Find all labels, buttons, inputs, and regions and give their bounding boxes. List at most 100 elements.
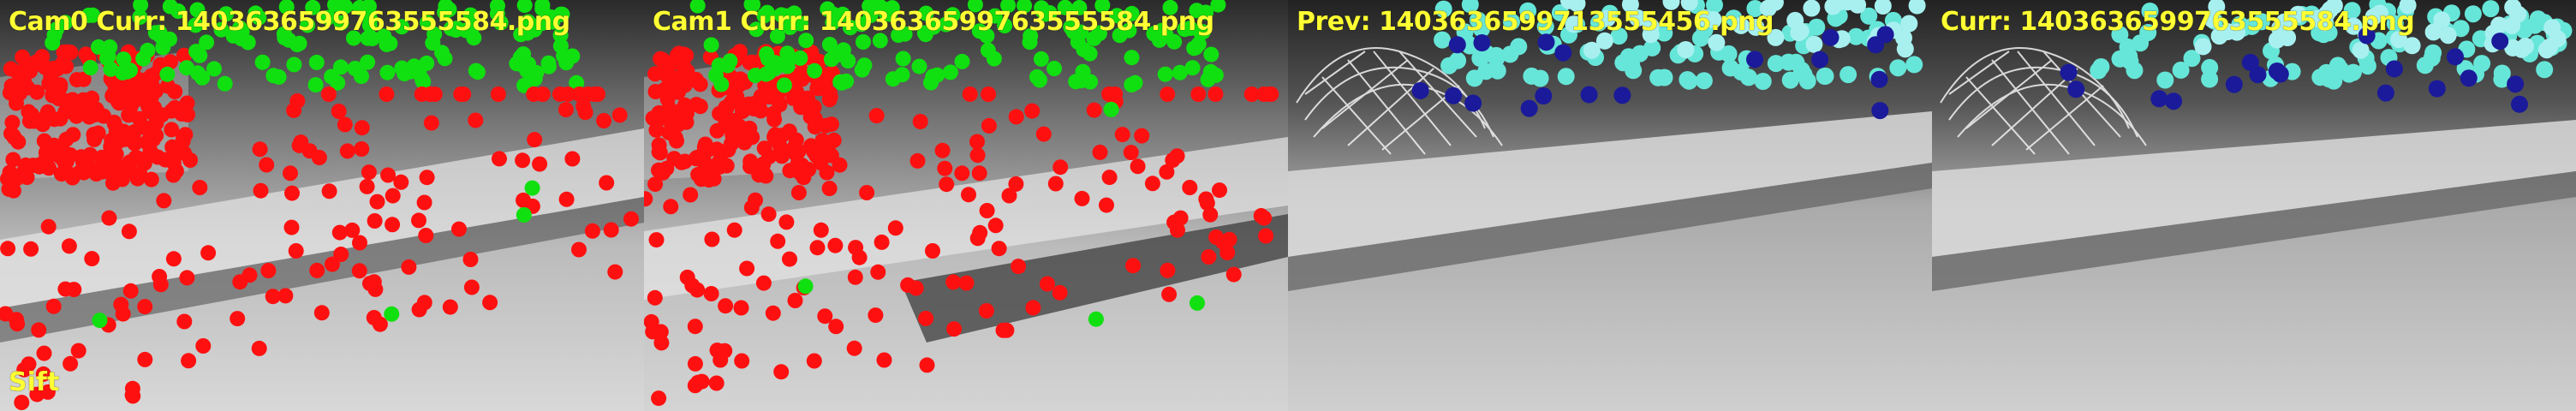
matched-feature-point [332,59,349,75]
matched-feature-point [779,45,796,62]
matched-feature-point [394,19,410,35]
feature-point [416,194,432,211]
feature-point [644,191,653,207]
tracked-feature-point [1642,26,1660,44]
feature-point [939,176,955,193]
tracked-feature-point [1519,2,1537,20]
matched-feature-point [188,44,205,60]
matched-feature-point [324,68,340,85]
feature-point [426,86,443,102]
new-feature-point [1613,86,1631,104]
feature-point [560,86,576,102]
feature-point [230,311,246,327]
feature-point [148,115,164,131]
feature-point [945,274,962,290]
feature-point [1130,158,1146,175]
matched-feature-point [320,9,337,26]
feature-point [1123,145,1139,161]
feature-point [564,151,581,167]
feature-point [259,157,275,173]
tracked-feature-point [2364,8,2382,26]
feature-point [577,104,593,121]
feature-point [0,306,14,322]
tracked-feature-point [1461,0,1479,14]
matched-feature-point [1172,64,1188,80]
feature-point [121,223,137,240]
feature-point [876,352,892,368]
panel-title-curr: Curr: 1403636599763555584.png [1941,7,2415,37]
new-feature-point [2385,60,2403,78]
matched-feature-point [152,24,168,40]
matched-feature-point [382,35,398,51]
matched-feature-point [132,9,148,25]
matched-feature-point [1121,22,1137,39]
tracked-feature-point [1568,0,1586,12]
feature-point [683,187,699,203]
matched-feature-point [540,58,557,74]
feature-point [385,188,401,204]
feature-point [742,158,758,175]
feature-point [176,47,192,63]
matched-feature-point [748,21,765,38]
feature-point [739,260,755,277]
tracked-feature-point [1754,73,1772,90]
matched-feature-point [758,66,774,82]
scene-cam1 [644,0,1288,411]
feature-point [978,303,994,319]
matched-feature-point [838,73,855,89]
feature-point [442,299,458,315]
feature-point [490,86,506,102]
feature-point [937,160,953,176]
matched-feature-point [307,77,324,93]
feature-point [301,143,318,159]
matched-feature-point [1124,5,1140,21]
tracked-feature-point [2203,10,2221,28]
feature-point [1201,249,1217,265]
tracked-feature-point [1792,22,1810,40]
feature-point [354,141,370,157]
feature-point [1160,86,1176,102]
matched-feature-point [879,5,894,21]
new-feature-point [2511,95,2528,113]
feature-point [1125,258,1142,274]
feature-point [242,267,258,283]
feature-point [143,89,159,105]
matched-feature-point [441,2,457,17]
panel-prev: Prev: 1403636599713555456.png [1288,0,1932,411]
feature-point [369,194,385,210]
matched-feature-point [213,21,230,38]
feature-point [253,182,269,199]
tracked-feature-point [1780,53,1798,71]
matched-feature-point [379,64,396,80]
matched-feature-point [1091,26,1107,42]
matched-feature-point [894,67,910,83]
scene-cam0 [0,0,644,411]
feature-point [320,86,337,102]
feature-point [558,191,575,207]
feature-point [333,247,349,262]
feature-point [532,156,548,172]
new-feature-point [2491,33,2509,51]
tracked-feature-point [2390,31,2408,49]
feature-point [283,219,300,235]
feature-point [309,262,325,278]
feature-point [1074,190,1090,206]
feature-point [794,71,810,87]
feature-point [156,193,172,209]
tracked-feature-point [1621,0,1639,14]
feature-point [677,63,694,79]
feature-point [57,104,74,120]
matched-feature-point [767,55,784,71]
tracked-feature-point [1781,71,1799,89]
feature-point [887,220,903,236]
tracked-feature-point [1536,18,1554,36]
matched-feature-point [333,15,349,31]
matched-feature-point [997,18,1013,33]
feature-point [828,319,844,335]
feature-point [851,249,868,265]
matched-feature-point [1022,34,1038,51]
feature-point [5,182,21,199]
matched-feature-point [835,42,851,58]
matched-feature-point [155,39,171,56]
feature-point [108,146,124,163]
